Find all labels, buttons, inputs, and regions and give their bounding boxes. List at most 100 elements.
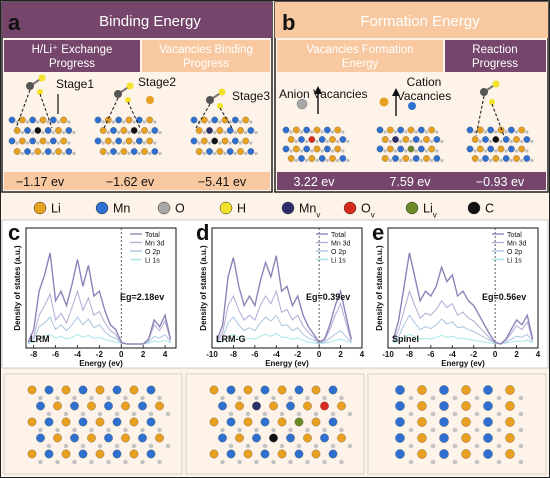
slab-atom bbox=[476, 145, 484, 153]
slab-atom bbox=[110, 127, 117, 134]
lattice-atom bbox=[439, 433, 449, 443]
stage-3-label: Stage3 bbox=[232, 89, 270, 103]
slab-atom bbox=[523, 155, 531, 162]
lattice-oxygen bbox=[496, 459, 502, 465]
slab-atom bbox=[329, 136, 336, 143]
panel-b-sub-right-2: Progress bbox=[472, 58, 518, 70]
molecule-h bbox=[217, 103, 223, 109]
slab-oxygen bbox=[346, 139, 350, 144]
legend-sub-6: v bbox=[433, 210, 437, 219]
lattice-oxygen bbox=[148, 443, 154, 449]
slab-oxygen bbox=[67, 141, 71, 145]
slab-atom bbox=[135, 137, 143, 145]
lattice-atom bbox=[218, 401, 227, 411]
lattice-atom bbox=[395, 385, 405, 395]
legend-sub-4: v bbox=[316, 210, 320, 219]
stage-2-label: Stage2 bbox=[138, 75, 176, 89]
slab-atom bbox=[376, 126, 384, 134]
lattice-oxygen bbox=[330, 443, 336, 449]
slab-atom bbox=[13, 127, 21, 134]
panel-c-letter: c bbox=[8, 220, 20, 245]
panel-a-sub-right-box bbox=[142, 40, 270, 72]
slab-atom bbox=[151, 127, 159, 134]
lattice-atom bbox=[112, 417, 122, 427]
slab-atom bbox=[242, 116, 250, 124]
slab-atom bbox=[125, 116, 133, 124]
lattice-atom bbox=[311, 385, 321, 395]
slab-oxygen bbox=[101, 120, 105, 124]
lattice-atom bbox=[61, 449, 71, 459]
slab-atom bbox=[298, 136, 305, 143]
slab-atom bbox=[237, 148, 244, 155]
lattice-atom bbox=[44, 417, 54, 427]
slab-oxygen bbox=[520, 139, 524, 144]
dos-plot-c: c -8 -6 -4 -2 0 2 4 Energy (ev) Density of states… bbox=[8, 220, 177, 368]
lattice-oxygen bbox=[408, 443, 414, 449]
slab-atom bbox=[99, 127, 107, 134]
x-tick-label: 4 bbox=[163, 350, 168, 359]
molecule-h bbox=[489, 99, 495, 105]
lattice-oxygen bbox=[474, 459, 480, 465]
dashed-link bbox=[39, 93, 53, 129]
molecule-h bbox=[492, 80, 500, 88]
slab-atom bbox=[60, 116, 68, 124]
lattice-oxygen bbox=[452, 411, 458, 417]
material-label: LRM bbox=[30, 334, 50, 344]
lattice-oxygen bbox=[254, 459, 259, 465]
slab-oxygen bbox=[122, 141, 126, 145]
slab-oxygen bbox=[509, 139, 513, 144]
slab-atom bbox=[313, 145, 321, 153]
slab-oxygen bbox=[315, 158, 319, 163]
lattice-oxygen bbox=[254, 395, 259, 401]
lattice-atom bbox=[277, 417, 287, 427]
slab-oxygen bbox=[393, 149, 398, 153]
slab-atom bbox=[487, 126, 495, 134]
slab-oxygen bbox=[399, 139, 403, 144]
lattice-oxygen bbox=[106, 427, 111, 433]
slab-atom bbox=[397, 126, 405, 134]
slab-atom bbox=[216, 148, 224, 155]
lattice-atom bbox=[417, 417, 427, 427]
lattice-oxygen bbox=[271, 459, 276, 465]
x-tick-label: -6 bbox=[52, 350, 60, 359]
slab-oxygen bbox=[62, 151, 66, 156]
lattice-atom bbox=[95, 385, 105, 395]
slab-oxygen bbox=[399, 158, 403, 163]
slab-atom bbox=[507, 126, 515, 134]
lattice-atom bbox=[44, 385, 54, 395]
lattice-atom bbox=[95, 417, 105, 427]
slab-oxygen bbox=[414, 130, 418, 134]
slab-oxygen bbox=[299, 149, 304, 153]
slab-atom bbox=[237, 127, 244, 134]
slab-atom bbox=[492, 136, 500, 143]
lattice-atom bbox=[95, 449, 105, 459]
slab-atom bbox=[423, 155, 430, 162]
legend-entry: Li 1s bbox=[331, 258, 346, 265]
lattice-atom bbox=[104, 433, 113, 443]
lattice-atom bbox=[53, 433, 62, 443]
dashed-link bbox=[103, 97, 119, 129]
dos-frame-e bbox=[387, 227, 539, 349]
dos-frame-c bbox=[25, 227, 177, 349]
panel-a-energy-3: −5.41 ev bbox=[198, 175, 247, 189]
slab-atom bbox=[130, 148, 138, 155]
lattice-atom bbox=[27, 449, 37, 459]
slab-oxygen bbox=[51, 130, 55, 135]
cation-vacancies-label-1: Cation bbox=[407, 75, 442, 89]
lattice-oxygen bbox=[474, 411, 480, 417]
panel-b-sub-left-box bbox=[277, 40, 443, 72]
stage-1-label: Stage1 bbox=[56, 77, 94, 91]
slab-oxygen bbox=[424, 149, 429, 153]
slab-oxygen bbox=[15, 120, 19, 124]
lattice-oxygen bbox=[106, 459, 111, 465]
lattice-atom bbox=[209, 417, 219, 427]
slab-oxygen bbox=[509, 158, 513, 163]
slab-oxygen bbox=[489, 139, 493, 144]
dos-series-li-1s bbox=[28, 333, 171, 345]
band-gap-annotation: Eg=0.39ev bbox=[306, 292, 350, 302]
lattice-oxygen bbox=[452, 395, 458, 401]
lattice-atom bbox=[44, 449, 54, 459]
slab-atom bbox=[502, 155, 510, 162]
lattice-atom bbox=[320, 433, 329, 443]
slab-oxygen bbox=[483, 149, 488, 153]
